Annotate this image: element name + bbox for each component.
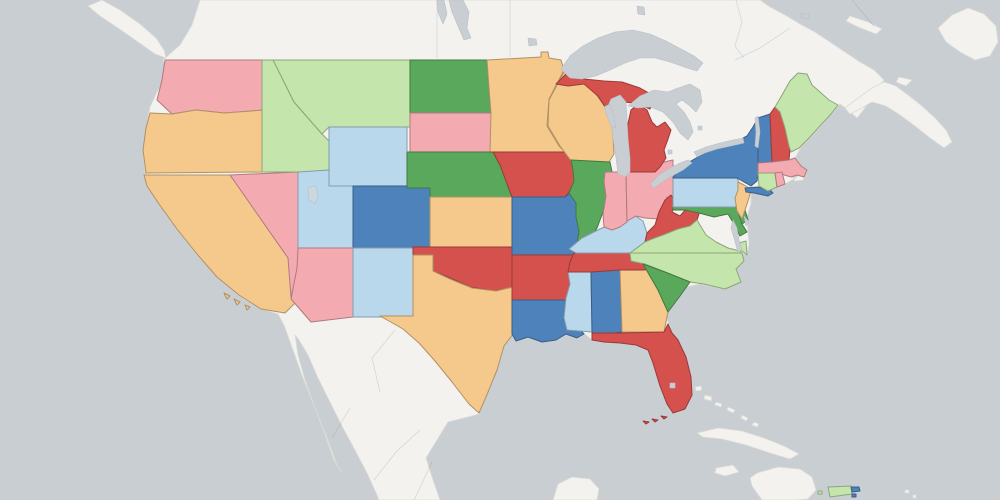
lake-huron — [627, 83, 703, 141]
state-oregon[interactable]: Oregon — [142, 109, 269, 174]
state-kentucky[interactable]: Kentucky — [568, 214, 648, 254]
lake-superior — [560, 29, 704, 80]
lake-woods — [527, 37, 538, 47]
admin-border-line — [734, 0, 745, 59]
lake-winnipeg — [448, 0, 472, 41]
state-washington[interactable]: Washington — [156, 59, 266, 115]
lake-stclair — [667, 149, 673, 155]
admin-border-line — [851, 0, 875, 27]
state-alabama[interactable]: Alabama — [590, 269, 623, 342]
admin-border-line — [734, 27, 791, 61]
state-connecticut[interactable]: Connecticut — [757, 172, 778, 192]
state-colorado[interactable]: Colorado — [352, 185, 431, 249]
admin-border-line — [331, 407, 351, 439]
state-pennsylvania[interactable]: Pennsylvania — [672, 177, 743, 208]
state-south-dakota[interactable]: South Dakota — [409, 112, 495, 153]
lake-erie — [649, 159, 693, 189]
admin-border-line — [373, 429, 421, 481]
lake-chesapeake — [730, 219, 743, 253]
state-maine[interactable]: Maine — [774, 72, 839, 153]
landmass-bahamas — [694, 385, 760, 428]
lake-manitoba — [436, 0, 448, 25]
state-wyoming[interactable]: Wyoming — [328, 126, 408, 189]
lake-nipigon — [636, 5, 646, 16]
landmass-novascotia — [844, 81, 953, 149]
landmass-newfoundland — [937, 7, 999, 61]
state-new-mexico[interactable]: New Mexico — [352, 247, 414, 318]
admin-border-line — [413, 461, 433, 500]
lake-greenbay — [603, 103, 617, 129]
state-rhode-island[interactable]: Rhode Island — [774, 171, 786, 188]
state-new-york[interactable]: New York — [672, 117, 774, 197]
state-indiana[interactable]: Indiana — [602, 171, 628, 231]
state-kansas[interactable]: Kansas — [429, 196, 514, 248]
landmass-anticosti — [845, 15, 883, 35]
landmass-antilles — [904, 489, 917, 499]
lake-ontario — [693, 137, 745, 158]
admin-border-line — [371, 329, 396, 393]
landmass-pei — [895, 76, 913, 87]
state-north-dakota[interactable]: North Dakota — [409, 59, 492, 114]
lake-stjean — [800, 12, 810, 20]
state-south-carolina[interactable]: South Carolina — [642, 263, 691, 313]
lake-delawarebay — [743, 215, 750, 227]
landmass-yucatan — [552, 476, 600, 500]
state-michigan[interactable]: Michigan — [555, 73, 672, 173]
landmass-cuba — [696, 427, 800, 460]
lake-champlain — [754, 115, 761, 149]
state-u-s-virgin-islands[interactable]: U.S. Virgin Islands — [850, 486, 861, 498]
lake-okeechobee — [669, 382, 676, 389]
lake-simcoe — [697, 125, 703, 131]
state-north-carolina[interactable]: North Carolina — [629, 252, 745, 290]
lake-saltlake — [307, 185, 319, 205]
state-texas[interactable]: Texas — [379, 254, 514, 414]
landmass-hispaniola — [749, 466, 817, 500]
state-florida[interactable]: Florida — [591, 323, 693, 425]
landmass-vancouver — [87, 0, 167, 59]
landmass-jamaica — [714, 464, 740, 477]
